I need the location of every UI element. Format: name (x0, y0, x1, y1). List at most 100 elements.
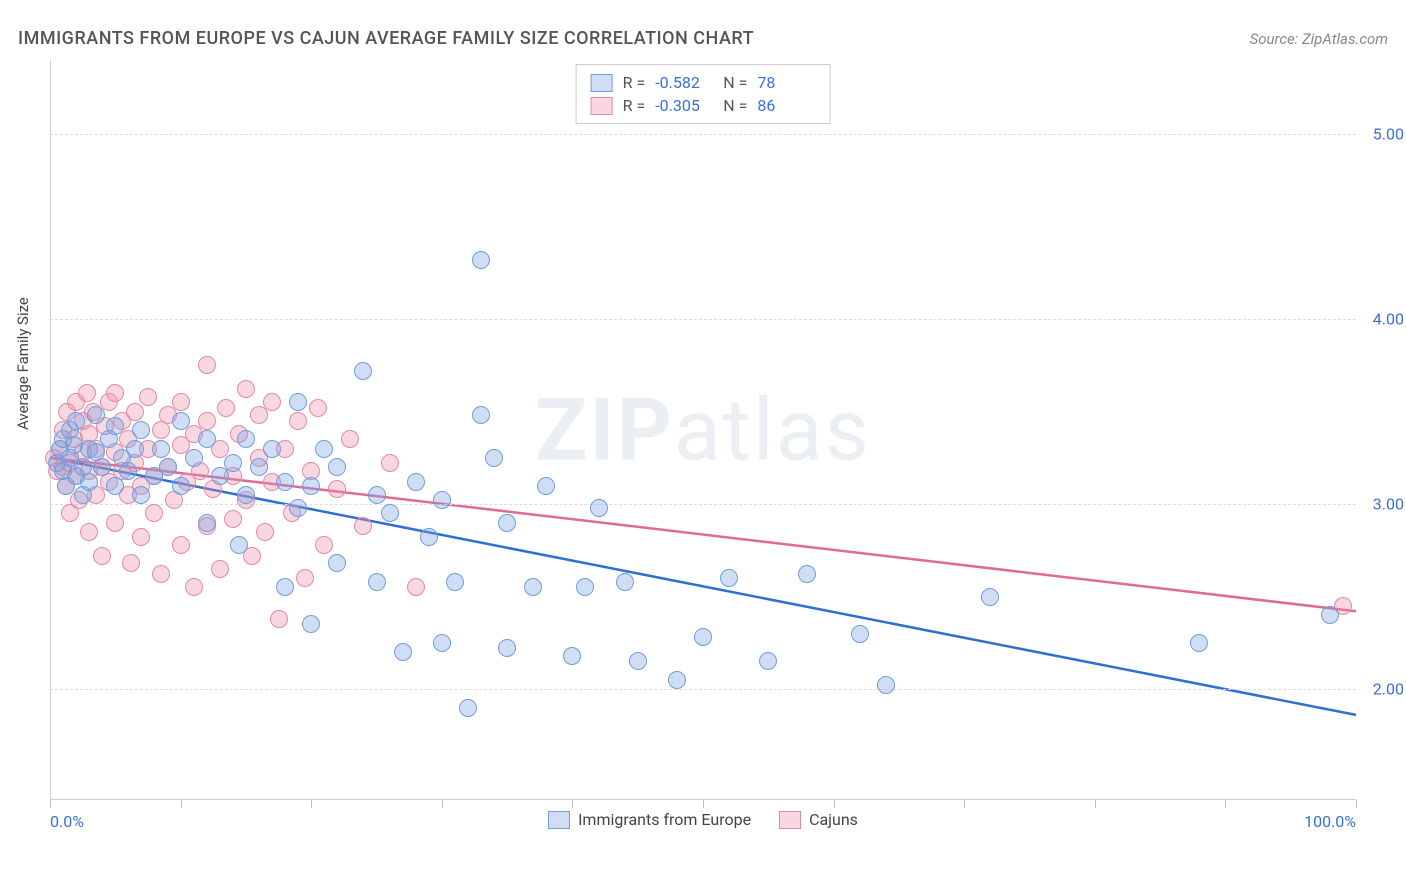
stats-row-europe: R =-0.582N =78 (591, 71, 816, 94)
swatch-cajuns (591, 97, 613, 115)
data-point-europe (381, 504, 399, 522)
data-point-europe (198, 514, 216, 532)
data-point-cajuns (270, 610, 288, 628)
watermark: ZIPatlas (535, 380, 871, 481)
data-point-europe (230, 536, 248, 554)
source-name: ZipAtlas.com (1302, 30, 1388, 48)
x-tick (834, 800, 835, 808)
data-point-cajuns (263, 393, 281, 411)
data-point-cajuns (80, 523, 98, 541)
data-point-cajuns (145, 504, 163, 522)
data-point-europe (1321, 606, 1339, 624)
data-point-cajuns (198, 412, 216, 430)
data-point-europe (315, 440, 333, 458)
data-point-europe (126, 440, 144, 458)
data-point-europe (498, 639, 516, 657)
data-point-europe (328, 554, 346, 572)
y-tick-label: 5.00 (1360, 125, 1404, 144)
data-point-europe (576, 578, 594, 596)
data-point-europe (302, 477, 320, 495)
data-point-europe (563, 647, 581, 665)
chart-title: IMMIGRANTS FROM EUROPE VS CAJUN AVERAGE … (18, 28, 754, 49)
x-tick (964, 800, 965, 808)
correlation-stats-legend: R = -0.582 N = 78 R = -0.305 N = 86 (576, 64, 831, 124)
stats-r-label: R = (623, 96, 646, 115)
data-point-cajuns (139, 388, 157, 406)
data-point-europe (407, 473, 425, 491)
data-point-europe (237, 486, 255, 504)
stats-n-label: N = (723, 73, 747, 92)
data-point-europe (394, 643, 412, 661)
x-tick (703, 800, 704, 808)
trend-line-cajuns (50, 458, 1356, 612)
data-point-cajuns (198, 356, 216, 374)
data-point-cajuns (126, 403, 144, 421)
x-tick (1225, 800, 1226, 808)
swatch-cajuns (779, 811, 801, 829)
series-legend: Immigrants from Europe Cajuns (50, 810, 1356, 829)
data-point-europe (119, 462, 137, 480)
stats-n-value-cajuns: 86 (757, 96, 815, 115)
y-tick-label: 2.00 (1360, 680, 1404, 699)
data-point-europe (668, 671, 686, 689)
data-point-europe (590, 499, 608, 517)
data-point-europe (616, 573, 634, 591)
x-tick (1095, 800, 1096, 808)
stats-row-cajuns: R = -0.305 N = 86 (591, 94, 816, 117)
data-point-europe (159, 458, 177, 476)
stats-n-value-europe: 78 (757, 73, 815, 92)
data-point-cajuns (354, 517, 372, 535)
source-attribution: Source: ZipAtlas.com (1250, 30, 1388, 48)
watermark-bold: ZIP (535, 380, 674, 481)
legend-label-europe: Immigrants from Europe (578, 810, 751, 829)
data-point-europe (328, 458, 346, 476)
data-point-cajuns (78, 384, 96, 402)
data-point-europe (472, 251, 490, 269)
data-point-europe (152, 440, 170, 458)
data-point-europe (798, 565, 816, 583)
data-point-europe (485, 449, 503, 467)
data-point-europe (433, 634, 451, 652)
data-point-europe (237, 430, 255, 448)
data-point-cajuns (106, 514, 124, 532)
data-point-cajuns (93, 547, 111, 565)
data-point-cajuns (132, 528, 150, 546)
y-axis-title: Average Family Size (14, 297, 32, 430)
data-point-cajuns (217, 399, 235, 417)
data-point-europe (132, 486, 150, 504)
data-point-europe (459, 699, 477, 717)
swatch-europe (548, 811, 570, 829)
y-tick-label: 4.00 (1360, 310, 1404, 329)
data-point-europe (106, 477, 124, 495)
data-point-cajuns (172, 393, 190, 411)
data-point-europe (759, 652, 777, 670)
legend-item-cajuns: Cajuns (779, 810, 858, 829)
data-point-europe (185, 449, 203, 467)
data-point-cajuns (328, 480, 346, 498)
data-point-europe (132, 421, 150, 439)
data-point-cajuns (185, 578, 203, 596)
data-point-europe (106, 417, 124, 435)
data-point-europe (720, 569, 738, 587)
data-point-cajuns (224, 510, 242, 528)
stats-n-label: N = (723, 96, 747, 115)
data-point-europe (981, 588, 999, 606)
data-point-europe (302, 615, 320, 633)
data-point-europe (524, 578, 542, 596)
data-point-europe (629, 652, 647, 670)
data-point-cajuns (296, 569, 314, 587)
stats-r-value-europe: -0.582 (655, 73, 713, 92)
x-tick (572, 800, 573, 808)
watermark-rest: atlas (674, 380, 871, 481)
legend-label-cajuns: Cajuns (809, 810, 858, 829)
data-point-cajuns (256, 523, 274, 541)
swatch-europe (591, 74, 613, 92)
stats-r-value-cajuns: -0.305 (655, 96, 713, 115)
gridline (50, 134, 1356, 135)
x-tick (311, 800, 312, 808)
data-point-europe (87, 406, 105, 424)
x-tick (1356, 800, 1357, 808)
data-point-europe (368, 573, 386, 591)
gridline (50, 689, 1356, 690)
data-point-europe (472, 406, 490, 424)
